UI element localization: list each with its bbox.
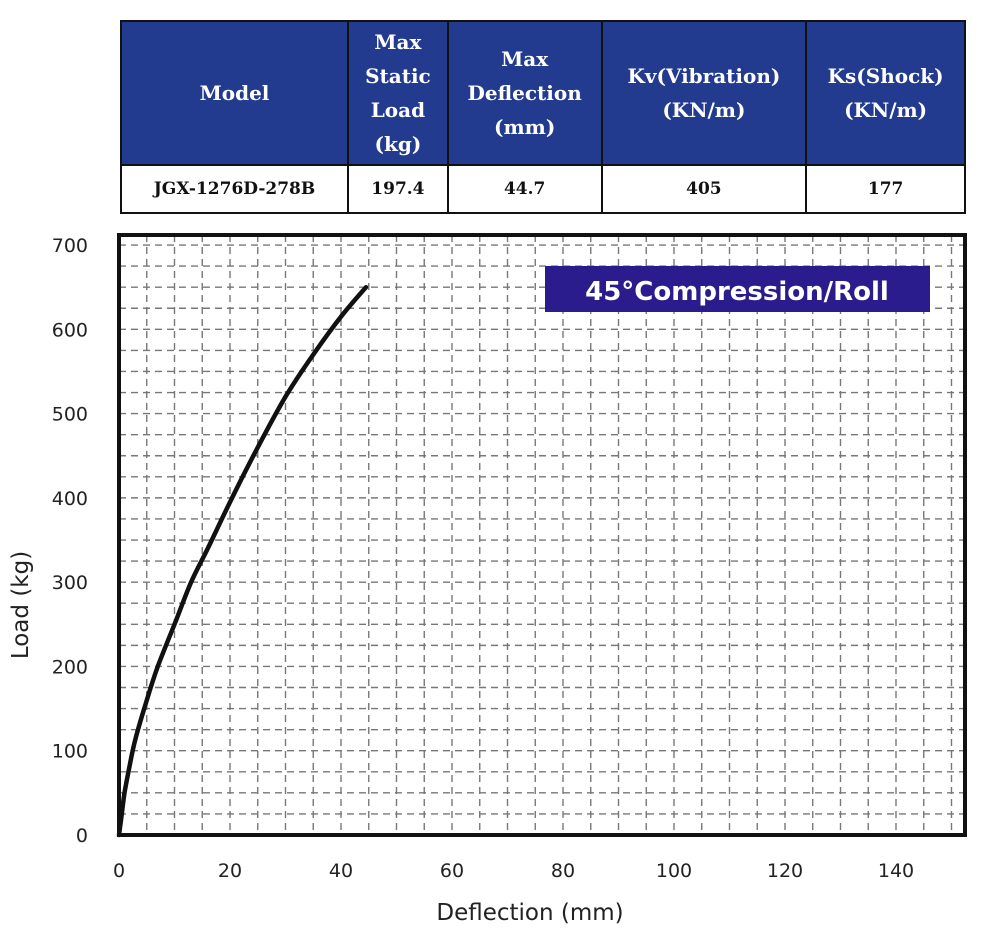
header-model: Model (119, 20, 350, 166)
cell-ks: 177 (805, 164, 966, 214)
x-tick-label: 0 (113, 860, 125, 882)
header-kv-vibration: Kv(Vibration) (KN/m) (600, 20, 808, 166)
cell-model: JGX-1276D-278B (119, 164, 350, 214)
header-line: (KN/m) (844, 98, 928, 122)
y-tick-label: 100 (52, 741, 88, 763)
header-ks-shock: Ks(Shock) (KN/m) (805, 20, 966, 166)
chart-badge: 45°Compression/Roll (545, 266, 930, 312)
y-tick-label: 400 (52, 488, 88, 510)
spec-table-row: JGX-1276D-278B 197.4 44.7 405 177 (119, 164, 966, 214)
header-line: (KN/m) (662, 98, 746, 122)
header-line: Kv(Vibration) (627, 64, 781, 88)
cell-kv: 405 (600, 164, 808, 214)
header-line: Max (374, 30, 422, 54)
series-line (116, 284, 369, 838)
x-tick-label: 60 (440, 860, 464, 882)
x-axis-title: Deflection (mm) (436, 900, 623, 926)
y-tick-label: 0 (76, 825, 88, 847)
x-tick-label: 100 (656, 860, 692, 882)
grid-layer (119, 235, 965, 835)
header-line: Deflection (467, 81, 582, 105)
header-line: Load (370, 98, 426, 122)
x-tick-label: 20 (218, 860, 242, 882)
y-axis-title: Load (kg) (8, 551, 34, 659)
x-tick-label: 140 (878, 860, 914, 882)
spec-table: Model Max Static Load (kg) Max Deflectio… (119, 20, 966, 214)
header-line: Static (365, 64, 431, 88)
header-line: Model (199, 81, 270, 105)
header-line: Max (501, 47, 549, 71)
header-line: (kg) (374, 132, 422, 156)
header-max-static-load: Max Static Load (kg) (347, 20, 449, 166)
x-tick-label: 80 (551, 860, 575, 882)
y-tick-label: 500 (52, 404, 88, 426)
plot-frame (117, 233, 967, 837)
cell-max-deflection: 44.7 (446, 164, 603, 214)
header-max-deflection: Max Deflection (mm) (446, 20, 603, 166)
y-tick-label: 700 (52, 235, 88, 257)
spec-table-header-row: Model Max Static Load (kg) Max Deflectio… (119, 20, 966, 166)
y-tick-label: 600 (52, 319, 88, 341)
x-tick-label: 120 (767, 860, 803, 882)
header-line: Ks(Shock) (827, 64, 944, 88)
y-tick-label: 200 (52, 656, 88, 678)
tick-layer: 0 20 40 60 80 100 120 140 0 100 200 300 400 500 600 700 (52, 235, 914, 882)
x-tick-label: 40 (329, 860, 353, 882)
cell-max-static-load: 197.4 (347, 164, 449, 214)
header-line: (mm) (494, 115, 556, 139)
badge-text: 45°Compression/Roll (585, 277, 889, 307)
y-tick-label: 300 (52, 572, 88, 594)
badge-background (545, 266, 930, 312)
